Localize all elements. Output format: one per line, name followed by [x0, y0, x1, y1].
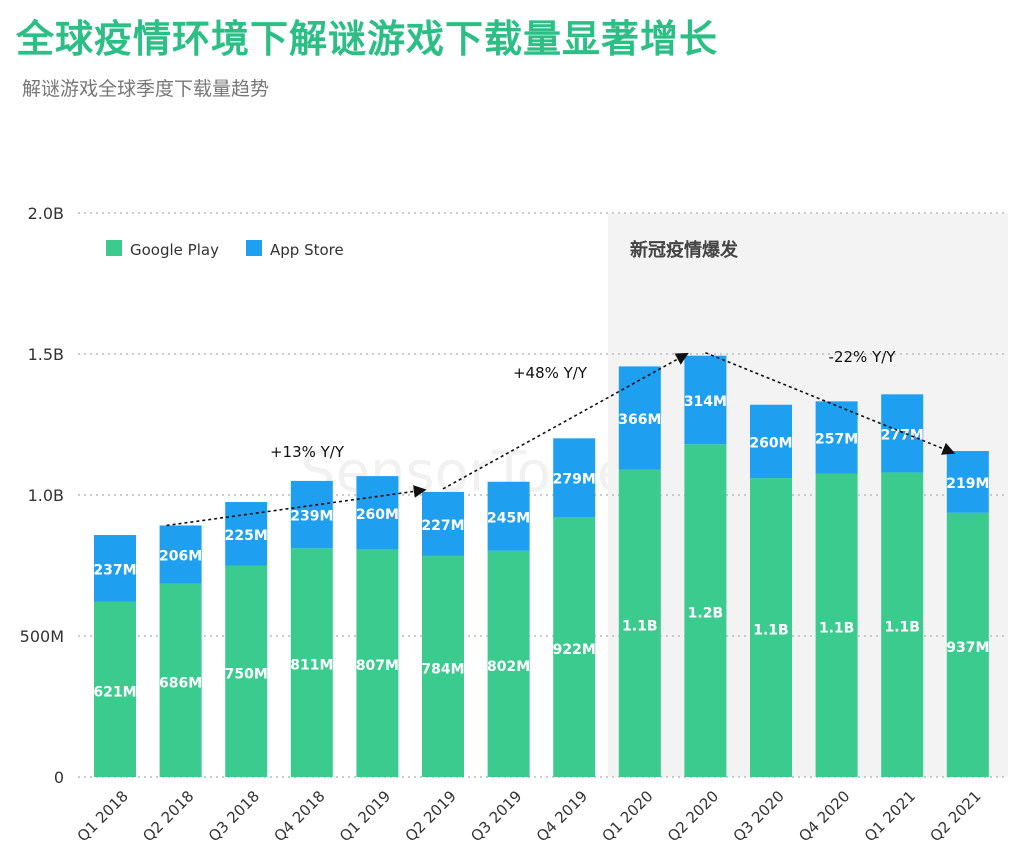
x-tick-label: Q1 2020 [598, 787, 656, 845]
data-label-google-play: 750M [225, 666, 268, 682]
data-label-google-play: 784M [421, 661, 464, 677]
data-label-google-play: 811M [290, 658, 333, 674]
bar-google-play [225, 565, 268, 777]
legend-swatch [106, 240, 122, 256]
bar-google-play [94, 601, 136, 777]
data-label-google-play: 1.2B [688, 606, 723, 622]
y-tick-label: 500M [20, 627, 64, 646]
data-label-app-store: 237M [93, 562, 136, 578]
x-tick-label: Q2 2021 [926, 787, 984, 845]
data-label-google-play: 1.1B [622, 618, 657, 634]
bar-app-store [750, 404, 792, 479]
trend-annotation-label: +13% Y/Y [270, 443, 345, 461]
bar-google-play [684, 444, 727, 777]
bar-app-store [356, 476, 399, 550]
highlight-region [608, 213, 1008, 777]
x-tick-label: Q3 2018 [205, 787, 263, 845]
data-label-app-store: 279M [553, 472, 596, 488]
trend-arrow [166, 485, 427, 527]
x-tick-label: Q1 2019 [336, 787, 394, 845]
trend-annotation-label: -22% Y/Y [829, 348, 897, 366]
x-tick-label: Q1 2018 [74, 787, 132, 845]
data-label-app-store: 257M [815, 432, 858, 448]
data-label-app-store: 219M [946, 476, 989, 492]
bar-app-store [881, 394, 924, 473]
data-label-app-store: 206M [159, 549, 202, 565]
x-tick-label: Q4 2019 [533, 787, 591, 845]
y-tick-label: 1.5B [28, 345, 64, 364]
bar-google-play [553, 516, 596, 777]
data-label-google-play: 922M [553, 642, 596, 658]
data-label-google-play: 1.1B [753, 623, 788, 639]
trend-arrow [705, 351, 956, 455]
bar-google-play [750, 478, 792, 777]
bar-app-store [290, 480, 333, 549]
x-tick-label: Q1 2021 [861, 787, 919, 845]
bar-app-store [553, 438, 596, 517]
x-tick-label: Q3 2020 [730, 787, 788, 845]
trend-arrow [442, 352, 689, 490]
data-label-app-store: 314M [684, 394, 727, 410]
legend-label: App Store [270, 241, 344, 259]
page-title: 全球疫情环境下解谜游戏下载量显著增长 [16, 17, 719, 61]
bar-app-store [487, 481, 530, 551]
y-tick-label: 2.0B [28, 204, 64, 223]
y-tick-label: 1.0B [28, 486, 64, 505]
data-label-google-play: 802M [487, 659, 530, 675]
bar-google-play [422, 555, 464, 777]
bar-google-play [159, 583, 202, 777]
data-label-app-store: 245M [487, 510, 530, 526]
bar-google-play [290, 548, 333, 777]
data-label-google-play: 621M [93, 684, 136, 700]
bar-app-store [159, 525, 202, 584]
bar-google-play [815, 473, 858, 777]
bar-app-store [684, 355, 727, 445]
x-tick-label: Q4 2018 [270, 787, 328, 845]
data-label-google-play: 1.1B [884, 620, 919, 636]
bar-google-play [487, 550, 530, 777]
data-label-app-store: 239M [290, 509, 333, 525]
bar-app-store [422, 491, 464, 556]
highlight-region-label: 新冠疫情爆发 [630, 239, 739, 261]
bar-google-play [881, 472, 924, 777]
bar-app-store [815, 401, 858, 474]
bar-app-store [225, 502, 268, 566]
data-label-google-play: 1.1B [819, 620, 854, 636]
data-label-google-play: 686M [159, 675, 202, 691]
x-tick-label: Q2 2019 [402, 787, 460, 845]
trend-annotation-label: +48% Y/Y [513, 364, 588, 382]
data-label-google-play: 807M [356, 658, 399, 674]
x-tick-label: Q2 2018 [139, 787, 197, 845]
legend-label: Google Play [130, 241, 219, 259]
bar-google-play [946, 512, 989, 777]
data-label-app-store: 366M [618, 412, 661, 428]
page-subtitle: 解谜游戏全球季度下载量趋势 [22, 78, 270, 100]
x-tick-label: Q4 2020 [795, 787, 853, 845]
legend-swatch [246, 240, 262, 256]
bar-google-play [356, 549, 399, 777]
bar-app-store [618, 366, 661, 470]
data-label-app-store: 260M [356, 507, 399, 523]
x-tick-label: Q3 2019 [467, 787, 525, 845]
data-label-app-store: 277M [881, 427, 924, 443]
y-tick-label: 0 [54, 768, 64, 787]
data-label-app-store: 227M [421, 518, 464, 534]
data-label-app-store: 225M [225, 528, 268, 544]
bar-app-store [94, 535, 136, 602]
data-label-app-store: 260M [749, 435, 792, 451]
x-tick-label: Q2 2020 [664, 787, 722, 845]
data-label-google-play: 937M [946, 640, 989, 656]
bar-app-store [946, 451, 989, 513]
bar-google-play [618, 469, 661, 777]
